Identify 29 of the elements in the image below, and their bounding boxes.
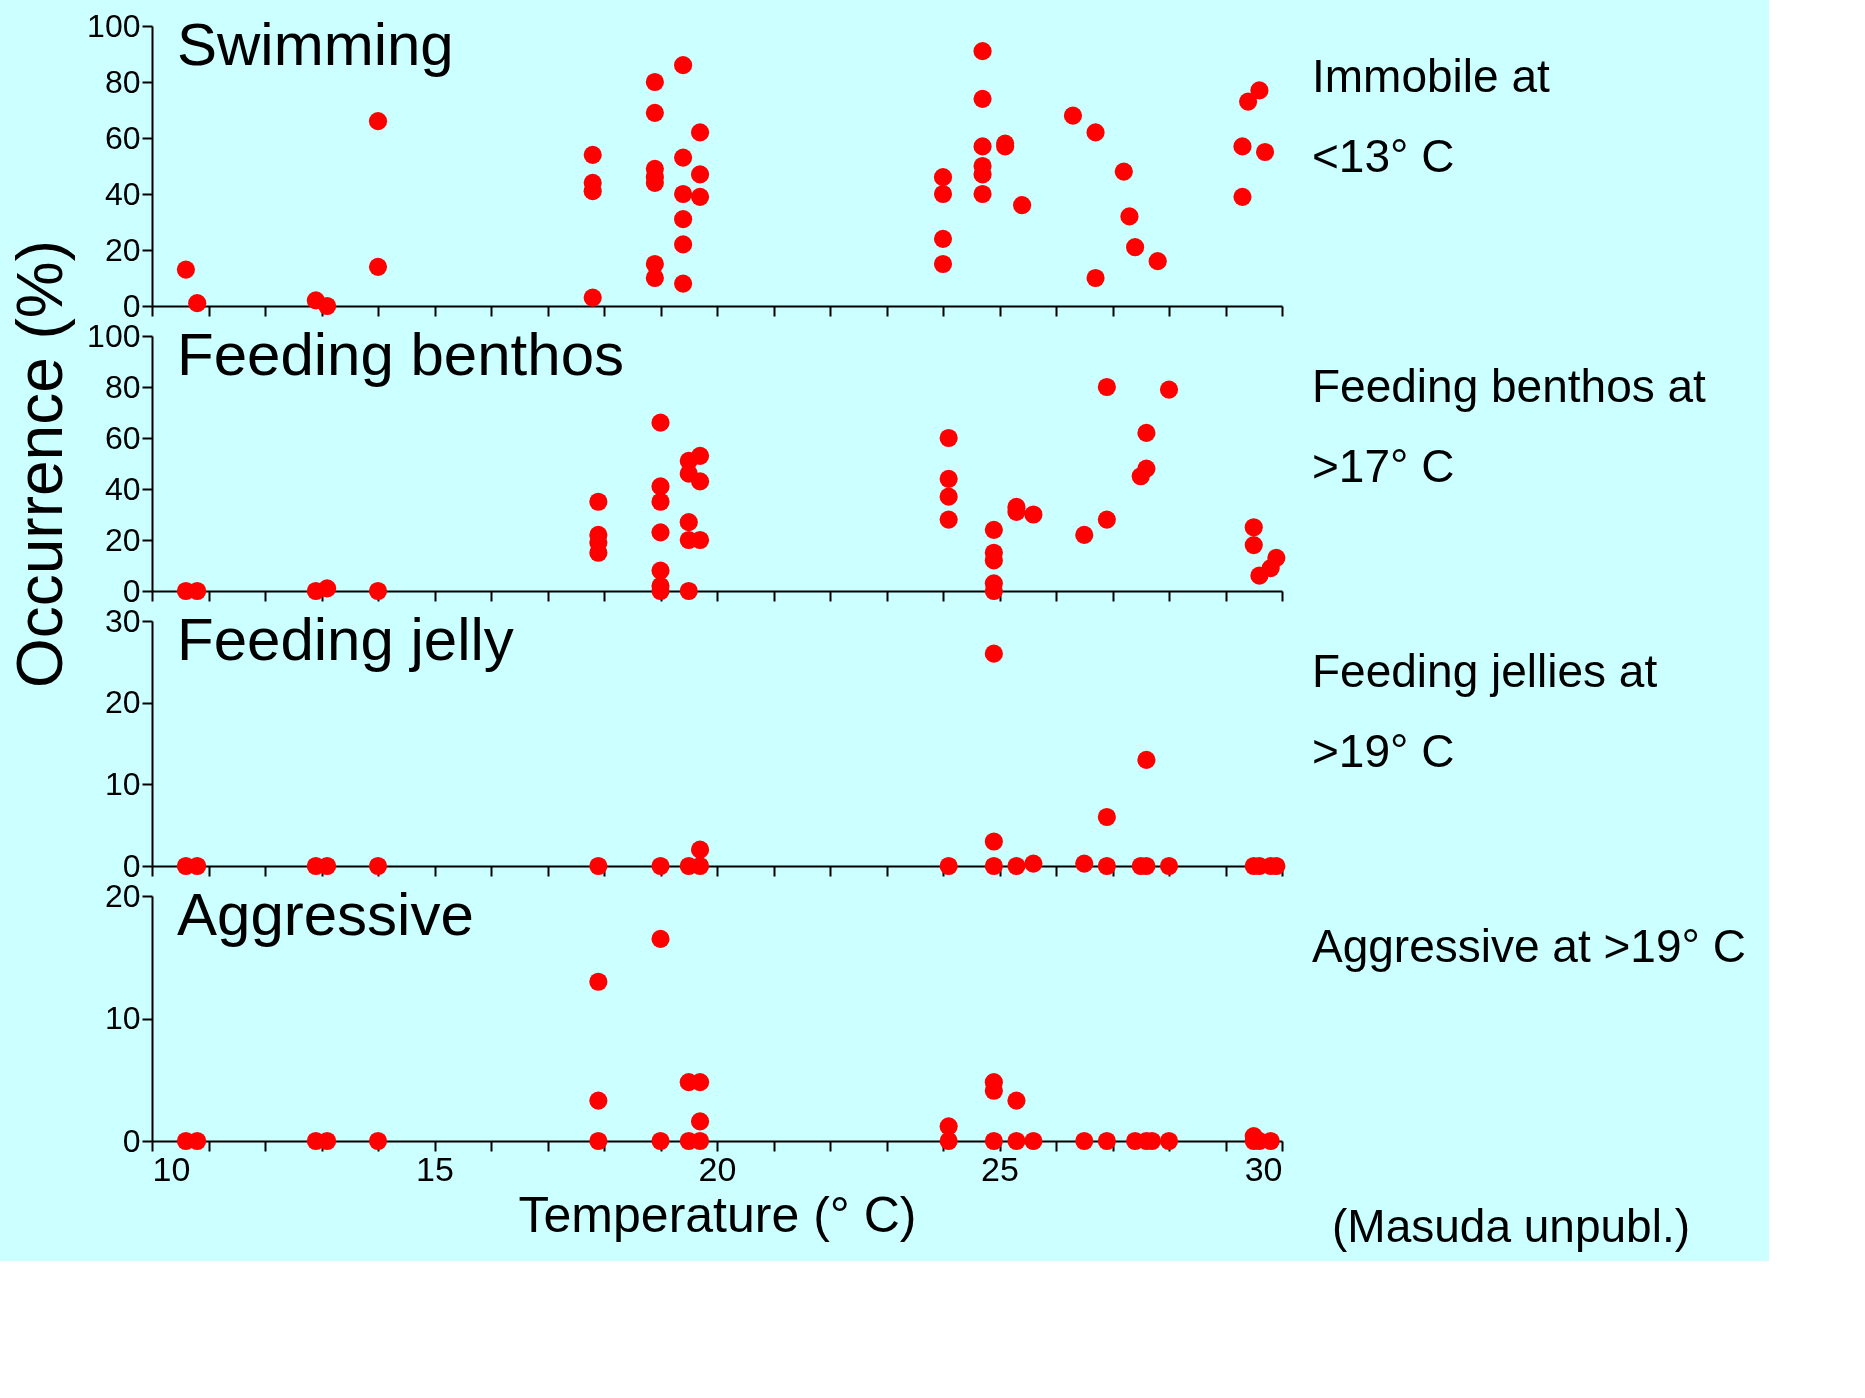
y-tick-label: 40 (104, 175, 141, 212)
x-tick-label: 30 (1244, 1149, 1283, 1188)
x-axis-title: Temperature (° C) (518, 1186, 917, 1243)
text: Aggressive at >19° C (1312, 920, 1746, 972)
y-tick-label: 10 (104, 1000, 141, 1036)
y-tick-label: 10 (104, 765, 141, 802)
y-axis-title: Occurrence (%) (4, 239, 77, 689)
text: (Masuda unpubl.) (1332, 1200, 1690, 1252)
x-tick-label: 15 (416, 1149, 454, 1188)
chart-title: Aggressive (177, 881, 474, 948)
y-tick-label: 40 (104, 470, 141, 507)
y-tick-label: 20 (104, 521, 141, 558)
text: Feeding benthos at >17° C (1312, 360, 1707, 492)
text: Feeding jellies at >19° C (1312, 645, 1658, 777)
chart-title: Swimming (177, 11, 454, 78)
y-tick-label: 0 (122, 1122, 141, 1159)
y-tick-label: 60 (104, 419, 141, 456)
x-tick-label: 25 (981, 1149, 1019, 1188)
chart-title: Feeding benthos (177, 321, 625, 388)
y-tick-label: 60 (104, 119, 141, 156)
y-tick-label: 20 (104, 684, 141, 721)
chart-title: Feeding jelly (177, 606, 514, 673)
text: Immobile at <13° C (1312, 50, 1550, 182)
y-tick-label: 20 (104, 231, 141, 268)
x-tick-label: 20 (698, 1149, 737, 1188)
y-tick-label: 80 (104, 63, 141, 100)
y-tick-label: 100 (87, 7, 141, 44)
y-tick-label: 80 (104, 368, 141, 405)
x-tick-label: 10 (152, 1149, 191, 1188)
